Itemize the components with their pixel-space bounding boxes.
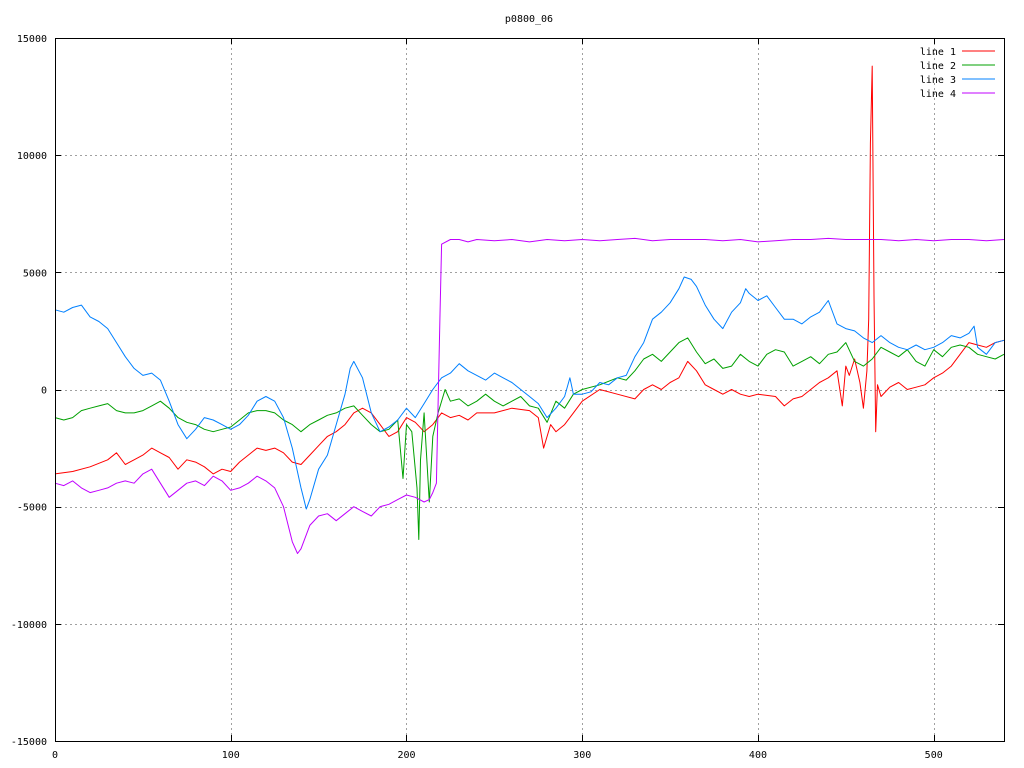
y-tick-label: 10000 bbox=[17, 151, 47, 162]
x-tick-label: 300 bbox=[573, 750, 591, 761]
grid bbox=[55, 38, 1004, 741]
chart-title: p0800_06 bbox=[505, 14, 553, 25]
y-tick-label: 15000 bbox=[17, 34, 47, 45]
legend-label-2: line 2 bbox=[920, 61, 956, 72]
series-group bbox=[54, 65, 1005, 554]
y-tick-label: 5000 bbox=[23, 268, 47, 279]
legend-label-1: line 1 bbox=[920, 47, 956, 58]
x-tick-label: 400 bbox=[749, 750, 767, 761]
series-4-line bbox=[54, 237, 1005, 554]
series-2-line bbox=[54, 337, 1005, 540]
y-tick-label: -10000 bbox=[11, 620, 47, 631]
y-tick-label: -15000 bbox=[11, 737, 47, 748]
series-3-line bbox=[54, 276, 1005, 510]
x-tick-label: 500 bbox=[925, 750, 943, 761]
y-tick-label: -5000 bbox=[17, 503, 47, 514]
legend-label-4: line 4 bbox=[920, 89, 956, 100]
x-tick-label: 100 bbox=[222, 750, 240, 761]
y-tick-label: 0 bbox=[41, 386, 47, 397]
legend-label-3: line 3 bbox=[920, 75, 956, 86]
x-tick-label: 0 bbox=[52, 750, 58, 761]
x-tick-label: 200 bbox=[397, 750, 415, 761]
legend: line 1 line 2 line 3 line 4 bbox=[920, 47, 995, 100]
axis-ticks: 0 100 200 300 400 500 -15000 -10000 -5000 0 5000 10… bbox=[11, 34, 1004, 761]
series-1-line bbox=[54, 65, 1005, 475]
